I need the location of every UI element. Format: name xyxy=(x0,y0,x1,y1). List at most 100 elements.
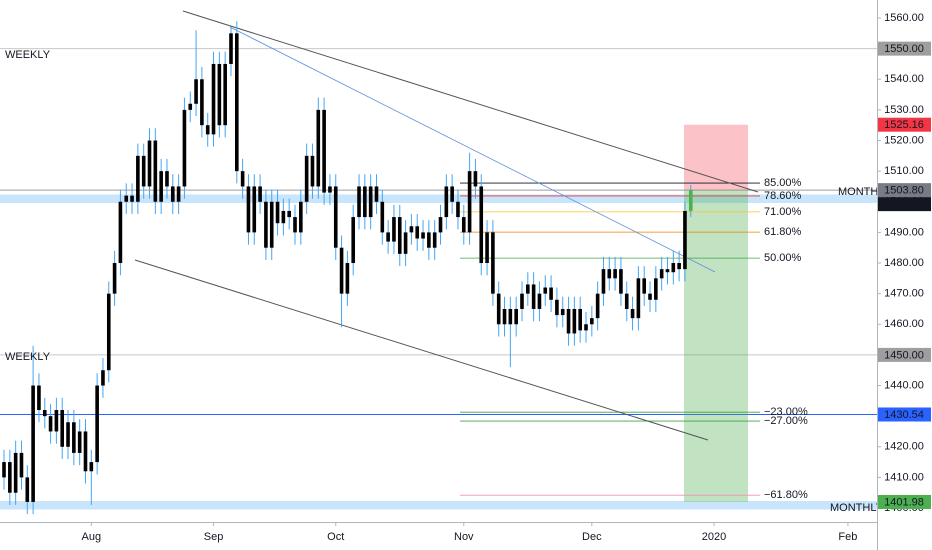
candle-body xyxy=(496,293,501,325)
candle-body xyxy=(293,217,297,233)
candle-body xyxy=(386,232,390,242)
candle-body xyxy=(659,269,664,279)
candle-body xyxy=(392,217,396,242)
candle-body xyxy=(229,33,233,64)
candle-body xyxy=(531,284,536,309)
price-label-box xyxy=(878,183,931,198)
candle-body xyxy=(165,171,169,187)
candle-body xyxy=(403,232,408,254)
candle-body xyxy=(322,109,326,193)
candle-body xyxy=(508,308,513,325)
fib-label: −61.80% xyxy=(764,489,808,501)
y-tick-label: 1540.00 xyxy=(884,73,924,85)
y-tick-label: 1520.00 xyxy=(884,134,924,146)
zone xyxy=(0,194,877,203)
candles xyxy=(2,21,693,515)
candle-body xyxy=(217,63,222,126)
price-label: 1550.00 xyxy=(884,43,924,55)
fib-label: 61.80% xyxy=(764,226,802,238)
x-tick-label: Sep xyxy=(204,531,224,543)
price-label: 1430.54 xyxy=(884,409,924,421)
candle-body xyxy=(427,232,431,248)
candle-body xyxy=(60,410,65,447)
candle-body xyxy=(252,186,257,233)
fib-label: −27.00% xyxy=(764,415,808,427)
candle-body xyxy=(118,201,123,264)
candle-body xyxy=(665,269,670,273)
candle-body xyxy=(240,171,245,187)
price-label: 1401.98 xyxy=(884,496,924,508)
candle-body xyxy=(502,308,507,325)
candle-body xyxy=(124,195,129,202)
candle-body xyxy=(444,186,449,218)
candle-body xyxy=(159,171,163,202)
fibonacci: 85.00%78.60% 71.00% 61.80% 50.00% −23.00%−27… xyxy=(460,177,808,501)
time-axis-background xyxy=(0,522,877,550)
trendline xyxy=(134,259,709,441)
candle-body xyxy=(683,210,687,270)
candle-body xyxy=(66,422,70,447)
candle-body xyxy=(601,269,606,294)
candle-body xyxy=(275,201,280,224)
candle-body xyxy=(630,308,635,319)
candle-body xyxy=(642,278,647,294)
candle-body xyxy=(176,186,181,202)
candle-body xyxy=(549,287,553,300)
price-label: 1450.00 xyxy=(884,349,924,361)
annotation: MONTHLY xyxy=(830,502,884,514)
price-label: 1503.71 xyxy=(884,199,924,211)
candle-body xyxy=(31,385,35,502)
candle-body xyxy=(636,278,641,319)
candle-body xyxy=(54,410,59,432)
price-label-box xyxy=(878,197,931,212)
candle-body xyxy=(8,462,12,493)
candle-body xyxy=(200,79,204,126)
annotation: WEEKLY xyxy=(5,49,51,61)
price-axis-background xyxy=(877,0,932,550)
candle-body xyxy=(269,201,274,248)
candle-body xyxy=(590,318,594,325)
candle-body xyxy=(374,186,379,202)
candle-body xyxy=(677,263,681,270)
candle-body xyxy=(584,324,588,331)
candle-body xyxy=(106,293,111,371)
candle-body xyxy=(328,186,332,193)
candle-body xyxy=(194,79,198,104)
trendline xyxy=(229,26,716,273)
candle-body xyxy=(147,140,152,187)
candle-body xyxy=(479,186,484,264)
candle-body xyxy=(560,308,565,316)
candle-body xyxy=(25,477,30,502)
candle-body xyxy=(19,452,24,478)
y-tick-label: 1410.00 xyxy=(884,471,924,483)
candle-body xyxy=(619,269,623,294)
candle-body xyxy=(264,201,268,248)
candle-body xyxy=(566,308,571,334)
candle-body xyxy=(170,186,175,202)
candle-body xyxy=(281,210,286,224)
candle-body xyxy=(95,385,99,463)
candle-body xyxy=(648,293,652,300)
candle-body xyxy=(537,293,542,309)
trendline xyxy=(182,10,759,193)
candle-body xyxy=(415,226,420,239)
candle-body xyxy=(136,155,140,202)
candle-body xyxy=(409,226,414,233)
candle-body xyxy=(304,155,309,202)
price-label-box xyxy=(878,407,931,422)
y-tick-label: 1440.00 xyxy=(884,379,924,391)
candle-body xyxy=(351,217,356,264)
candle-body xyxy=(205,125,210,135)
candle-body xyxy=(671,263,676,273)
price-label-box xyxy=(878,494,931,509)
candle-body xyxy=(526,284,530,294)
target-zone xyxy=(684,190,748,502)
candle-body xyxy=(153,140,158,202)
candle-body xyxy=(42,410,47,417)
candle-body xyxy=(450,186,454,202)
candle-body xyxy=(2,462,6,478)
price-label-box xyxy=(878,41,931,56)
annotation: WEEKLY xyxy=(5,351,51,363)
candle-body xyxy=(555,299,559,316)
